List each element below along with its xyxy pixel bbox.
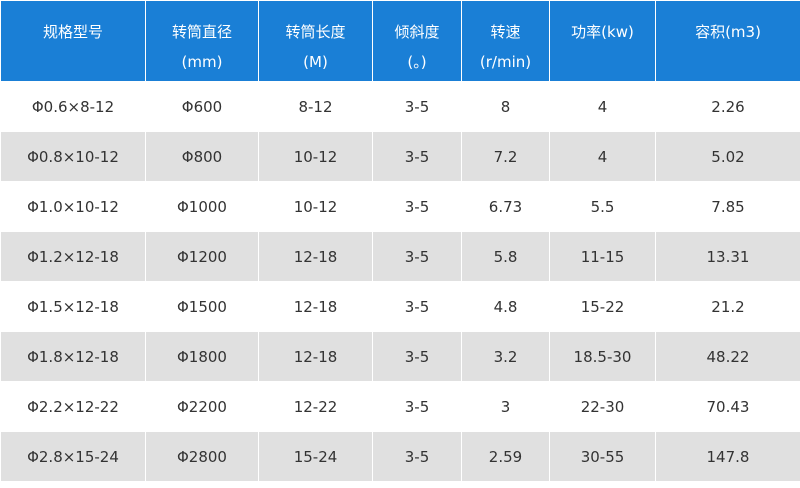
table-cell: Φ1.0×10-12 [0,181,146,232]
table-cell: 70.43 [655,381,800,432]
table-cell: 15-24 [258,431,373,482]
table-row: Φ0.6×8-12 Φ600 8-12 3-5 8 4 2.26 [0,81,800,132]
header-cell: 规格型号 [0,0,146,82]
header-text: 转筒长度 [285,23,346,41]
table-cell: Φ2.8×15-24 [0,431,146,482]
header-cell: 转筒长度 (M) [258,0,373,82]
table-cell: Φ1200 [145,231,259,282]
header-cell: 倾斜度 (。) [372,0,462,82]
table-cell: 4 [549,131,656,182]
header-text: 容积(m3) [695,23,761,41]
table-cell: 10-12 [258,131,373,182]
table-cell: Φ2200 [145,381,259,432]
table-cell: 4.8 [461,281,550,332]
header-cell: 转速 (r/min) [461,0,550,82]
table-cell: 2.59 [461,431,550,482]
table-cell: 11-15 [549,231,656,282]
table-cell: 4 [549,81,656,132]
table-cell: 15-22 [549,281,656,332]
table-cell: 12-18 [258,231,373,282]
header-text: 规格型号 [42,23,103,41]
table-cell: 12-18 [258,331,373,382]
table-row: Φ1.8×12-18 Φ1800 12-18 3-5 3.2 18.5-30 48.22 [0,331,800,382]
table-cell: 21.2 [655,281,800,332]
table-cell: 3-5 [372,331,462,382]
table-cell: 5.5 [549,181,656,232]
table-cell: 22-30 [549,381,656,432]
table-cell: 2.26 [655,81,800,132]
table-cell: Φ2.2×12-22 [0,381,146,432]
table-cell: 12-18 [258,281,373,332]
table-row: Φ0.8×10-12 Φ800 10-12 3-5 7.2 4 5.02 [0,131,800,182]
table-cell: Φ1800 [145,331,259,382]
table-body: Φ0.6×8-12 Φ600 8-12 3-5 8 4 2.26 Φ0.8×10-12 Φ800… [0,81,800,482]
table-cell: 3.2 [461,331,550,382]
table-cell: 5.02 [655,131,800,182]
table-row: Φ1.5×12-18 Φ1500 12-18 3-5 4.8 15-22 21.2 [0,281,800,332]
table-cell: 3-5 [372,231,462,282]
table-cell: Φ0.6×8-12 [0,81,146,132]
header-text: (。) [407,53,427,71]
table-cell: Φ1.8×12-18 [0,331,146,382]
table-cell: Φ1.5×12-18 [0,281,146,332]
table-cell: 7.2 [461,131,550,182]
table-cell: 7.85 [655,181,800,232]
table-cell: 3-5 [372,281,462,332]
table-cell: Φ1500 [145,281,259,332]
table-row: Φ1.0×10-12 Φ1000 10-12 3-5 6.73 5.5 7.85 [0,181,800,232]
header-text: 转筒直径 [171,23,232,41]
table-cell: 10-12 [258,181,373,232]
table-cell: 3 [461,381,550,432]
header-cell: 容积(m3) [655,0,800,82]
table-row: Φ2.8×15-24 Φ2800 15-24 3-5 2.59 30-55 147.8 [0,431,800,482]
table-cell: 8-12 [258,81,373,132]
table-cell: 3-5 [372,131,462,182]
header-text: 转速 [490,23,521,41]
header-row: 规格型号 转筒直径 (mm) 转筒长度 (M) 倾斜度 (。) 转速 (r/min) 功率(kw)… [0,0,800,82]
table-cell: 48.22 [655,331,800,382]
table-cell: 12-22 [258,381,373,432]
table-cell: Φ0.8×10-12 [0,131,146,182]
table-cell: 30-55 [549,431,656,482]
table-row: Φ1.2×12-18 Φ1200 12-18 3-5 5.8 11-15 13.31 [0,231,800,282]
table-cell: 18.5-30 [549,331,656,382]
header-text: 功率(kw) [571,23,634,41]
table-cell: 5.8 [461,231,550,282]
table-row: Φ2.2×12-22 Φ2200 12-22 3-5 3 22-30 70.43 [0,381,800,432]
header-text: 倾斜度 [394,23,440,41]
table-cell: 3-5 [372,381,462,432]
header-text: (mm) [181,53,223,71]
table-cell: 3-5 [372,181,462,232]
table-cell: 6.73 [461,181,550,232]
table-cell: 147.8 [655,431,800,482]
table-cell: Φ800 [145,131,259,182]
table-cell: Φ1.2×12-18 [0,231,146,282]
table-cell: 8 [461,81,550,132]
table-cell: Φ1000 [145,181,259,232]
table-cell: 3-5 [372,431,462,482]
table-cell: Φ600 [145,81,259,132]
header-text: (M) [303,53,328,71]
table-cell: Φ2800 [145,431,259,482]
table-cell: 13.31 [655,231,800,282]
header-text: (r/min) [479,53,532,71]
header-cell: 转筒直径 (mm) [145,0,259,82]
table-cell: 3-5 [372,81,462,132]
header-cell: 功率(kw) [549,0,656,82]
